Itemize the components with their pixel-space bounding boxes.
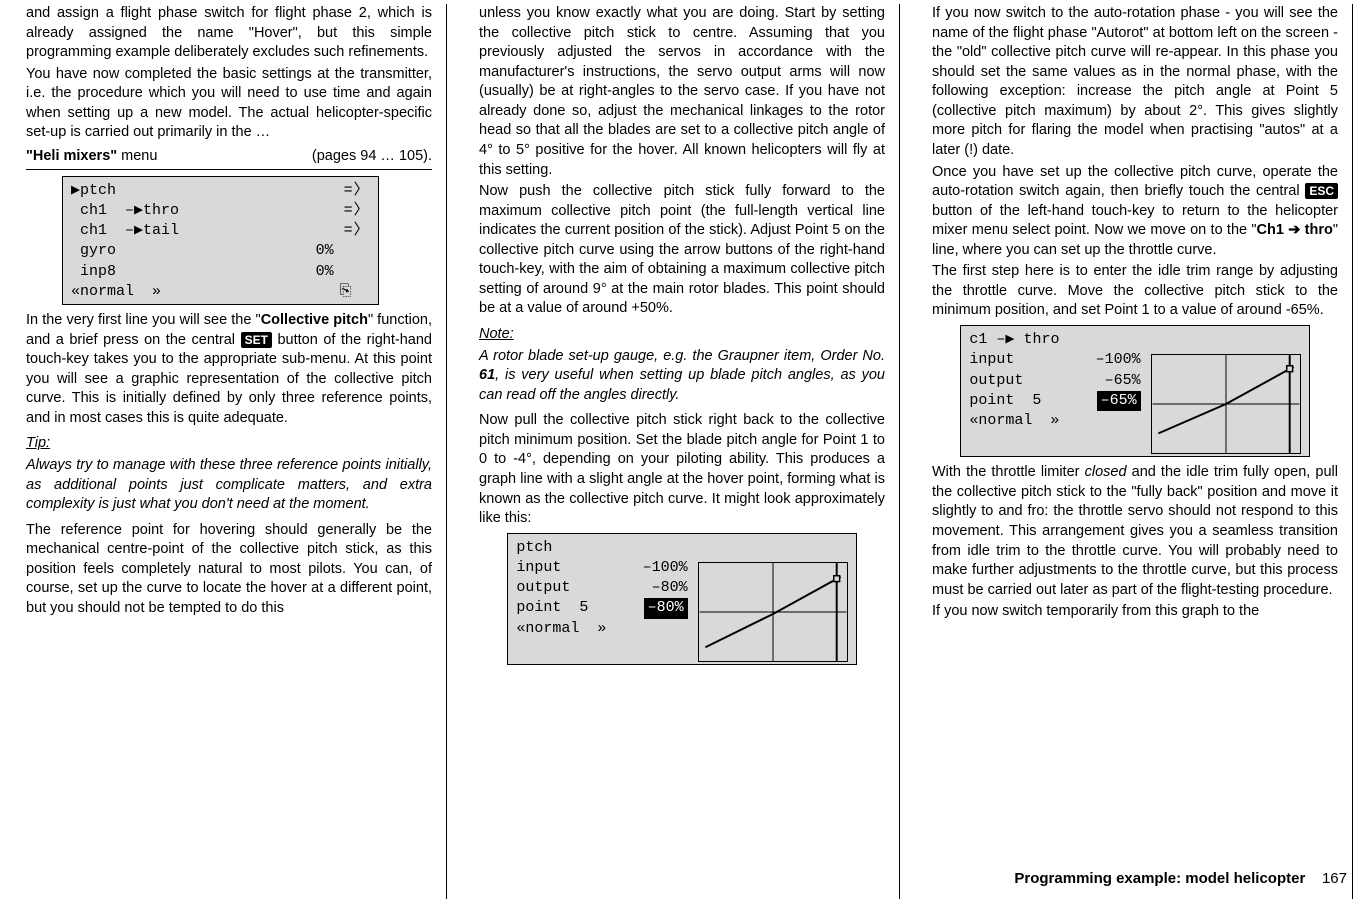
body-text: If you now switch to the auto-rotation p…	[932, 4, 1338, 161]
text-bold: 61	[479, 367, 495, 383]
menu-phase: «normal »	[71, 282, 161, 302]
menu-row: ch1 –▶tail =〉	[71, 221, 370, 241]
text: With the throttle limiter	[932, 464, 1085, 480]
body-text: Once you have set up the collective pitc…	[932, 163, 1338, 261]
footer-title: Programming example: model helicopter	[1014, 870, 1305, 887]
label-output: output	[969, 371, 1023, 391]
page: and assign a flight phase switch for fli…	[0, 0, 1371, 899]
label-point: point 5	[969, 391, 1041, 411]
phase-label: «normal »	[969, 411, 1059, 431]
text: Once you have set up the collective pitc…	[932, 164, 1338, 200]
body-text: With the throttle limiter closed and the…	[932, 463, 1338, 600]
note-body: A rotor blade set-up gauge, e.g. the Gra…	[479, 347, 885, 406]
set-button-icon: SET	[241, 332, 272, 348]
menu-row: ▶ptch =〉	[71, 181, 370, 201]
body-text: and assign a flight phase switch for fli…	[26, 4, 432, 63]
column-2: unless you know exactly what you are doi…	[471, 4, 900, 899]
phase-row: «normal »	[969, 411, 1140, 431]
text: In the very first line you will see the …	[26, 312, 261, 328]
screen-title: ptch	[516, 538, 847, 558]
label-input: input	[969, 350, 1014, 370]
body-text: Now pull the collective pitch stick righ…	[479, 411, 885, 528]
menu-row: ch1 –▶thro =〉	[71, 201, 370, 221]
value-row: input –100%	[969, 350, 1140, 370]
tip-body: Always try to manage with these three re…	[26, 456, 432, 515]
pitch-curve-graph	[698, 562, 848, 662]
menu-arrow-icon: =〉	[344, 221, 370, 241]
body-text: The reference point for hovering should …	[26, 521, 432, 619]
page-number: 167	[1322, 870, 1347, 887]
value-output: –80%	[652, 578, 688, 598]
phase-label: «normal »	[516, 619, 606, 639]
value-row: point 5 –80%	[516, 598, 687, 618]
label-input: input	[516, 558, 561, 578]
heli-mixers-left: "Heli mixers" menu	[26, 147, 157, 167]
value-row: output –80%	[516, 578, 687, 598]
text-bold: Collective pitch	[261, 312, 368, 328]
note-heading: Note:	[479, 325, 885, 345]
label-output: output	[516, 578, 570, 598]
value-point-selected: –80%	[644, 598, 688, 618]
page-icon: ⎘	[340, 282, 370, 302]
column-3: If you now switch to the auto-rotation p…	[924, 4, 1353, 899]
menu-row: inp8 0%	[71, 262, 370, 282]
text-bold: Ch1 ➔ thro	[1257, 222, 1333, 238]
text: menu	[117, 148, 157, 164]
text: and the idle trim fully open, pull the c…	[932, 464, 1338, 597]
curve-values: input –100% output –80% point 5 –80% «no…	[516, 558, 687, 662]
label-point: point 5	[516, 598, 588, 618]
curve-values: input –100% output –65% point 5 –65% «no…	[969, 350, 1140, 454]
body-text: Now push the collective pitch stick full…	[479, 182, 885, 319]
menu-item: ch1 –▶tail	[71, 221, 179, 241]
value-row: input –100%	[516, 558, 687, 578]
text-italic: closed	[1085, 464, 1127, 480]
transmitter-menu-screen: ▶ptch =〉 ch1 –▶thro =〉 ch1 –▶tail =〉 gyr…	[62, 176, 379, 306]
column-1: and assign a flight phase switch for fli…	[18, 4, 447, 899]
value-output: –65%	[1105, 371, 1141, 391]
menu-item: ch1 –▶thro	[71, 201, 179, 221]
body-text: In the very first line you will see the …	[26, 311, 432, 428]
heli-mixers-right: (pages 94 … 105).	[312, 147, 432, 167]
esc-button-icon: ESC	[1305, 183, 1338, 199]
text: A rotor blade set-up gauge, e.g. the Gra…	[479, 348, 885, 364]
throttle-curve-graph	[1151, 354, 1301, 454]
text-bold: "Heli mixers"	[26, 148, 117, 164]
body-text: You have now completed the basic setting…	[26, 65, 432, 143]
phase-row: «normal »	[516, 619, 687, 639]
menu-arrow-icon: =〉	[344, 201, 370, 221]
value-row: output –65%	[969, 371, 1140, 391]
menu-arrow-icon: =〉	[344, 181, 370, 201]
value-input: –100%	[1096, 350, 1141, 370]
menu-row: gyro 0%	[71, 241, 370, 261]
menu-row: «normal » ⎘	[71, 282, 370, 302]
menu-item: gyro	[71, 241, 116, 261]
value-point-selected: –65%	[1097, 391, 1141, 411]
body-text: The first step here is to enter the idle…	[932, 262, 1338, 321]
value-input: –100%	[643, 558, 688, 578]
menu-item: ▶ptch	[71, 181, 116, 201]
pitch-curve-screen: ptch input –100% output –80% point 5 –80…	[507, 533, 856, 665]
throttle-curve-screen: c1 –▶ thro input –100% output –65% point…	[960, 325, 1309, 457]
menu-value: 0%	[316, 262, 370, 282]
heli-mixers-heading: "Heli mixers" menu (pages 94 … 105).	[26, 147, 432, 167]
screen-title: c1 –▶ thro	[969, 330, 1300, 350]
menu-value: 0%	[316, 241, 370, 261]
body-text: unless you know exactly what you are doi…	[479, 4, 885, 180]
divider	[26, 169, 432, 170]
body-text: If you now switch temporarily from this …	[932, 602, 1338, 622]
tip-heading: Tip:	[26, 434, 432, 454]
text: , is very useful when setting up blade p…	[479, 367, 885, 403]
value-row: point 5 –65%	[969, 391, 1140, 411]
menu-item: inp8	[71, 262, 116, 282]
page-footer: Programming example: model helicopter 16…	[1014, 869, 1347, 889]
